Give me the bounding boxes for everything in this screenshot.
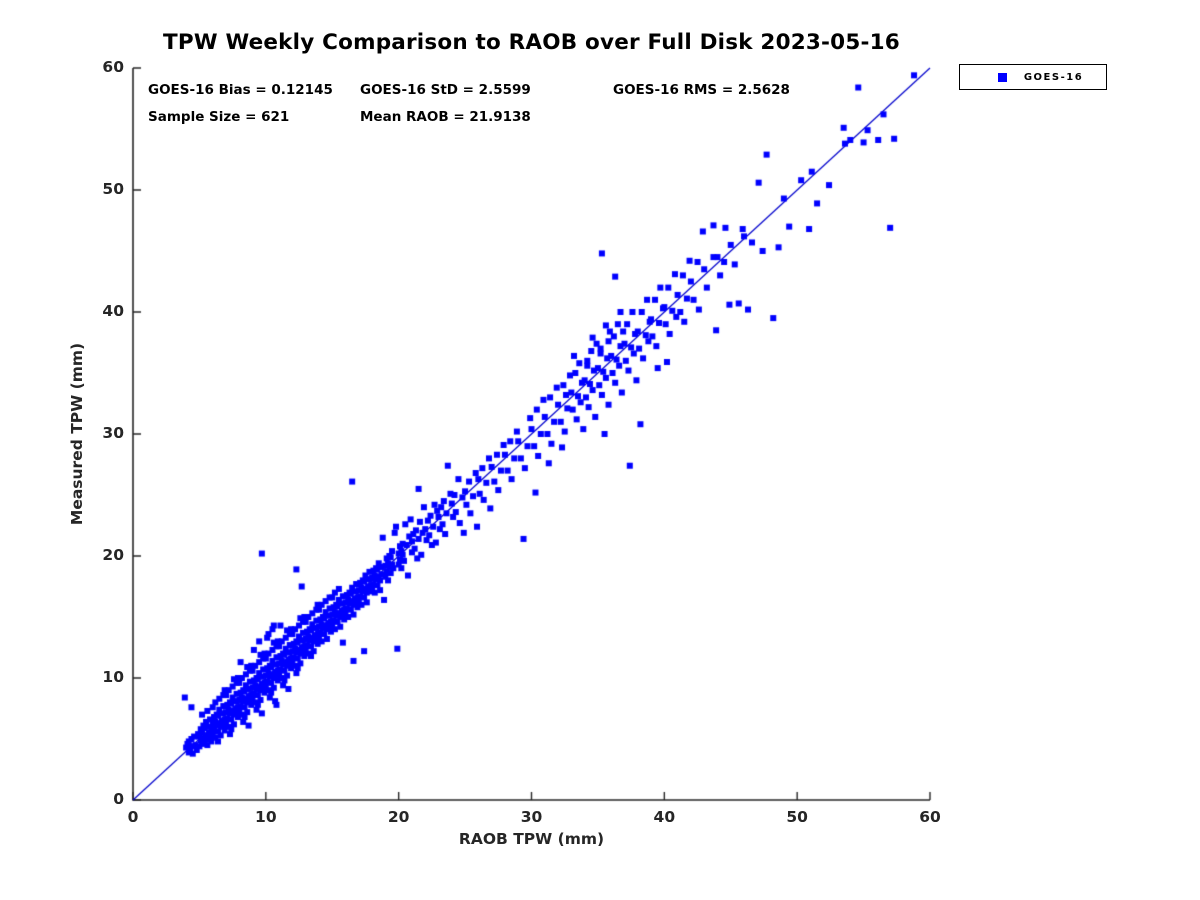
stat-sample-size: Sample Size = 621 (148, 109, 290, 125)
x-tick-label: 60 (919, 808, 941, 826)
x-tick-label: 50 (786, 808, 808, 826)
x-tick-label: 0 (127, 808, 139, 826)
x-tick-label: 20 (387, 808, 410, 826)
x-axis-label: RAOB TPW (mm) (458, 830, 605, 848)
stat-rms: GOES-16 RMS = 2.5628 (613, 82, 790, 98)
legend-label: GOES-16 (1023, 71, 1084, 83)
legend-marker-square-icon (998, 72, 1007, 82)
x-tick-label: 40 (653, 808, 676, 826)
legend: GOES-16 (959, 64, 1107, 90)
x-tick-label: 30 (520, 808, 543, 826)
stat-std: GOES-16 StD = 2.5599 (360, 82, 531, 98)
y-tick-label: 10 (102, 668, 124, 686)
stat-bias: GOES-16 Bias = 0.12145 (148, 82, 333, 98)
stat-mean-raob: Mean RAOB = 21.9138 (360, 109, 531, 125)
y-tick-label: 30 (102, 424, 124, 442)
x-tick-label: 10 (255, 808, 277, 826)
chart-title: TPW Weekly Comparison to RAOB over Full … (163, 30, 900, 55)
y-tick-label: 0 (113, 790, 124, 808)
y-tick-label: 20 (102, 546, 124, 564)
y-tick-label: 40 (102, 302, 124, 320)
y-tick-label: 60 (102, 58, 124, 76)
y-tick-label: 50 (102, 180, 124, 198)
